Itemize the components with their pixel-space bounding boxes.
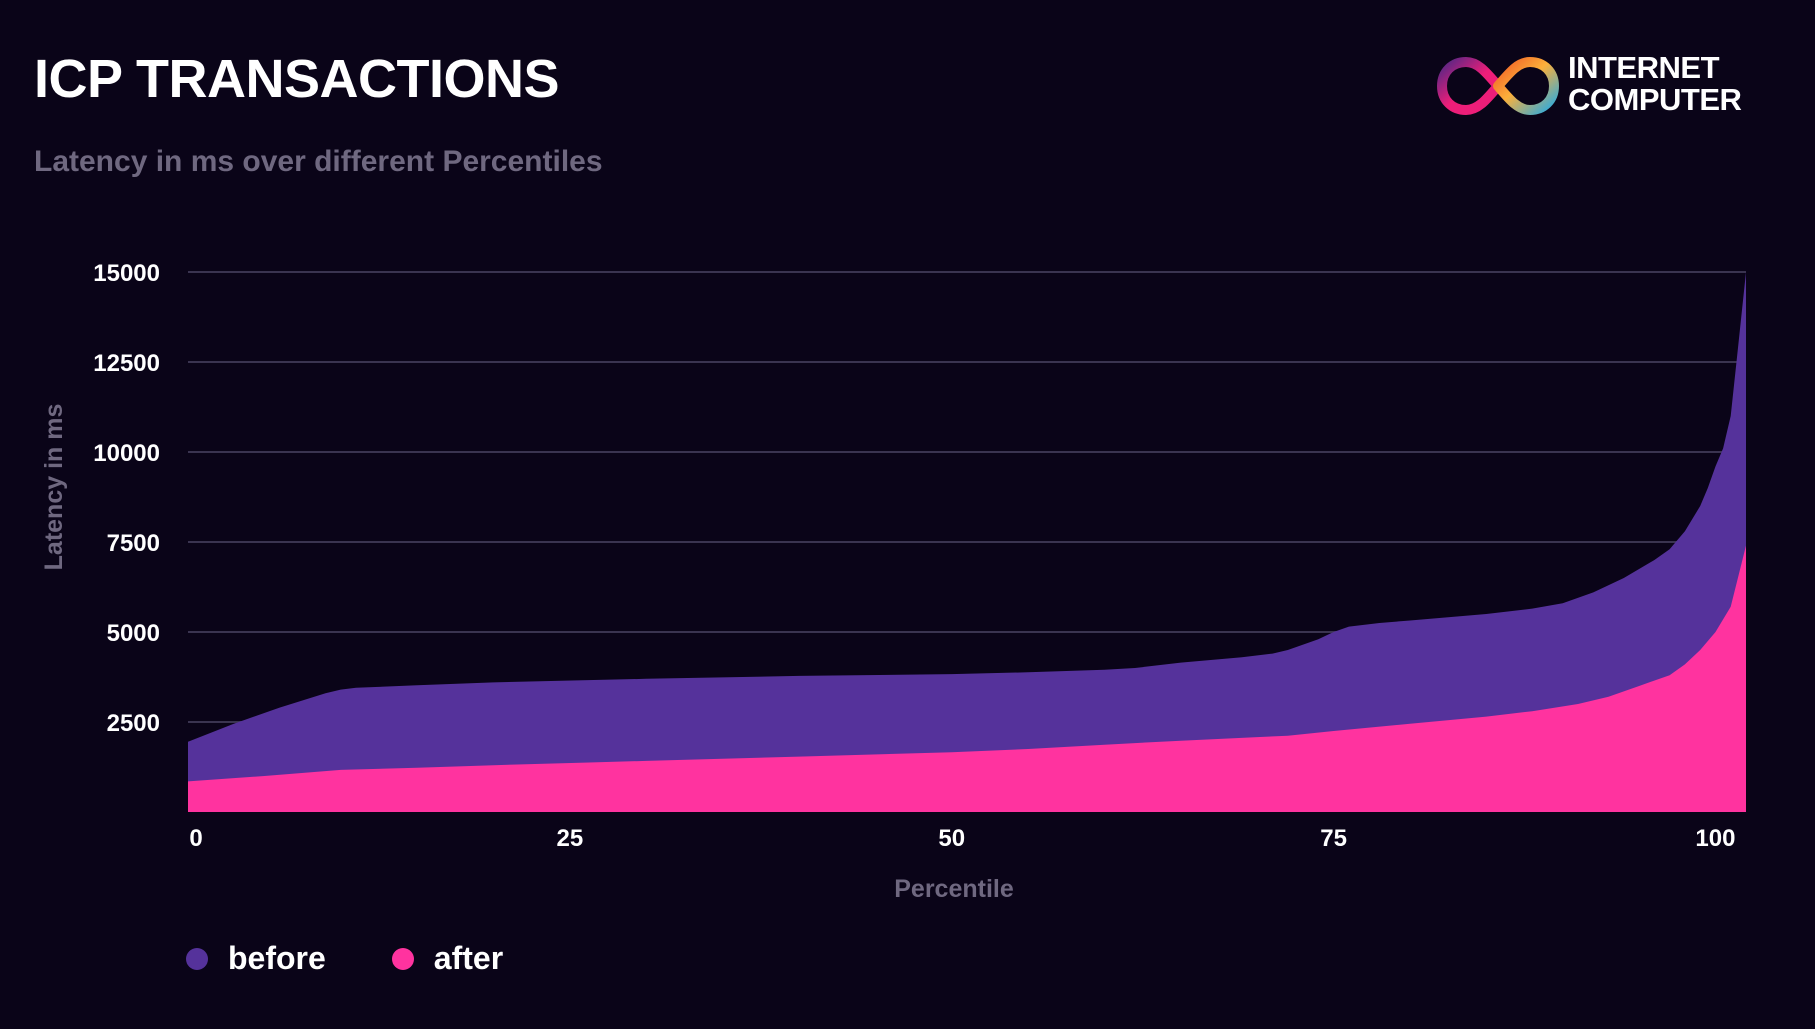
legend-item-after: after: [391, 940, 504, 977]
logo-wordmark: INTERNET COMPUTER: [1568, 50, 1742, 117]
logo-line-2: COMPUTER: [1568, 82, 1742, 117]
legend-item-before: before: [186, 940, 326, 977]
x-tick-label: 75: [1320, 825, 1347, 852]
legend-label-before: before: [228, 940, 326, 976]
legend-label-after: after: [433, 940, 504, 976]
x-tick-label: 50: [938, 825, 965, 852]
y-tick-label: 2500: [107, 710, 160, 737]
chart-legend: before after: [186, 940, 569, 977]
area-after: [188, 545, 1746, 812]
y-tick-label: 15000: [93, 260, 160, 287]
y-tick-label: 7500: [107, 530, 160, 557]
y-tick-label: 5000: [107, 620, 160, 647]
area-before: [188, 272, 1746, 812]
logo-line-1: INTERNET: [1568, 50, 1720, 85]
y-axis-title: Latency in ms: [40, 404, 68, 571]
chart-subtitle: Latency in ms over different Percentiles: [34, 145, 603, 178]
x-axis-ticks: 0 25 50 75 100: [189, 825, 1735, 852]
y-tick-label: 10000: [93, 440, 160, 467]
legend-swatch-after: [391, 947, 414, 970]
x-axis-title: Percentile: [894, 875, 1014, 903]
y-axis-ticks: 2500 5000 7500 10000 12500 15000: [93, 260, 160, 737]
x-tick-label: 25: [557, 825, 584, 852]
data-areas: [188, 272, 1746, 812]
y-tick-label: 12500: [93, 350, 160, 377]
x-tick-label: 100: [1695, 825, 1735, 852]
legend-swatch-before: [186, 947, 208, 970]
internet-computer-logo: INTERNET COMPUTER: [1436, 50, 1756, 122]
x-tick-label: 0: [189, 825, 202, 852]
infinity-icon: [1436, 56, 1560, 116]
chart-title: ICP TRANSACTIONS: [34, 49, 560, 109]
